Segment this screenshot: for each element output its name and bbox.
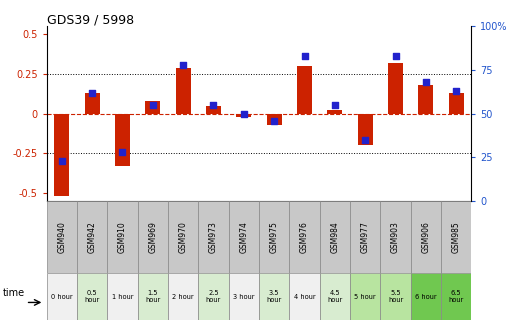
Bar [259,273,290,320]
Bar [107,201,138,273]
Bar [176,67,191,113]
Text: time: time [3,288,25,299]
Text: 4 hour: 4 hour [294,294,315,300]
Text: 1 hour: 1 hour [112,294,133,300]
Bar [228,273,259,320]
Bar [198,201,228,273]
Text: GSM973: GSM973 [209,221,218,253]
Text: 6 hour: 6 hour [415,294,437,300]
Point [270,118,278,123]
Bar [47,201,77,273]
Bar [320,273,350,320]
Point [118,149,126,155]
Text: GSM984: GSM984 [330,221,339,253]
Bar [441,273,471,320]
Text: GSM940: GSM940 [57,221,66,253]
Point [300,53,309,59]
Bar [327,111,342,113]
Text: GSM906: GSM906 [421,221,430,253]
Bar [259,201,290,273]
Point [57,158,66,164]
Bar [107,273,138,320]
Bar [380,201,411,273]
Point [330,102,339,108]
Bar [411,201,441,273]
Point [149,102,157,108]
Bar [168,273,198,320]
Bar [54,113,69,196]
Point [240,111,248,116]
Bar [168,201,198,273]
Text: GSM977: GSM977 [361,221,370,253]
Text: 2 hour: 2 hour [172,294,194,300]
Bar [418,85,434,113]
Bar [77,201,107,273]
Text: 2.5
hour: 2.5 hour [206,290,221,303]
Bar [411,273,441,320]
Bar [198,273,228,320]
Bar [206,106,221,113]
Point [88,90,96,95]
Text: 0.5
hour: 0.5 hour [84,290,100,303]
Text: GSM970: GSM970 [179,221,188,253]
Text: 6.5
hour: 6.5 hour [449,290,464,303]
Bar [350,273,380,320]
Bar [350,201,380,273]
Text: GSM974: GSM974 [239,221,248,253]
Text: 3 hour: 3 hour [233,294,254,300]
Point [422,79,430,85]
Text: GSM985: GSM985 [452,221,461,253]
Bar [267,113,282,125]
Text: GSM976: GSM976 [300,221,309,253]
Text: GSM942: GSM942 [88,221,97,253]
Bar [388,63,403,113]
Bar [441,201,471,273]
Bar [138,273,168,320]
Text: 5.5
hour: 5.5 hour [388,290,403,303]
Point [392,53,400,59]
Text: 1.5
hour: 1.5 hour [145,290,161,303]
Point [452,88,461,94]
Bar [290,201,320,273]
Text: 3.5
hour: 3.5 hour [267,290,282,303]
Bar [380,273,411,320]
Text: GSM910: GSM910 [118,221,127,253]
Text: GSM975: GSM975 [270,221,279,253]
Point [361,137,369,143]
Text: 4.5
hour: 4.5 hour [327,290,342,303]
Bar [357,113,373,146]
Bar [84,93,99,113]
Bar [236,113,251,117]
Bar [320,201,350,273]
Bar [449,93,464,113]
Text: 5 hour: 5 hour [354,294,376,300]
Text: 0 hour: 0 hour [51,294,73,300]
Bar [47,273,77,320]
Bar [138,201,168,273]
Text: GDS39 / 5998: GDS39 / 5998 [47,13,134,26]
Bar [145,101,161,113]
Text: GSM903: GSM903 [391,221,400,253]
Bar [290,273,320,320]
Text: GSM969: GSM969 [148,221,157,253]
Point [179,62,188,67]
Bar [115,113,130,166]
Bar [228,201,259,273]
Point [209,102,218,108]
Bar [297,66,312,113]
Bar [77,273,107,320]
